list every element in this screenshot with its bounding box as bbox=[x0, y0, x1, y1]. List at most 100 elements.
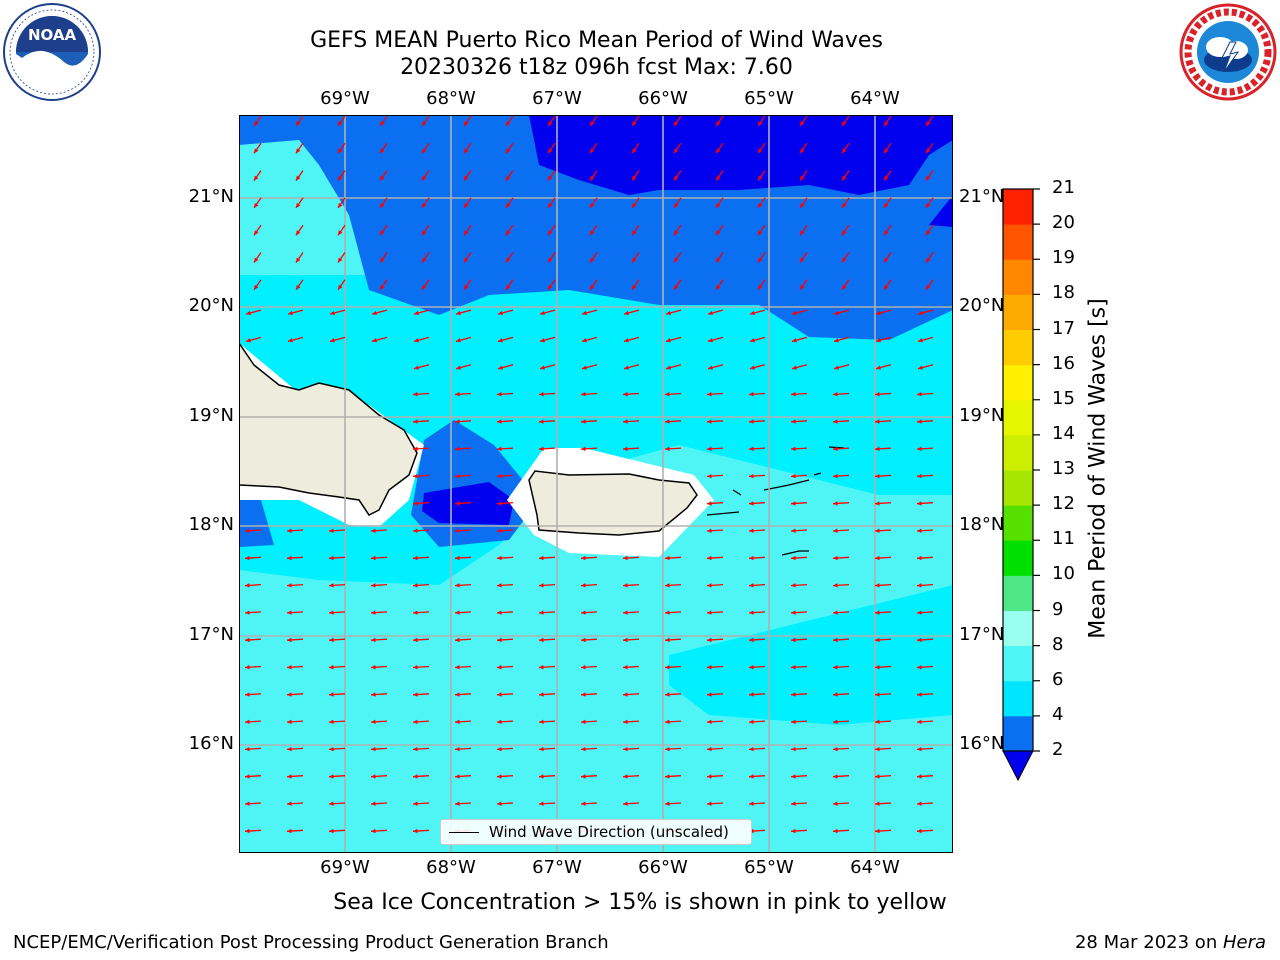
wind-wave-arrowhead bbox=[623, 719, 628, 724]
wind-wave-arrowhead bbox=[707, 528, 712, 533]
colorbar-ticks bbox=[1033, 188, 1040, 752]
wind-wave-arrowhead bbox=[245, 774, 250, 779]
colorbar-tick-label: 18 bbox=[1052, 282, 1075, 304]
wind-wave-arrowhead bbox=[296, 284, 301, 290]
wind-wave-arrowhead bbox=[548, 175, 553, 181]
wind-wave-arrowhead bbox=[372, 310, 377, 316]
colorbar-tick-label: 8 bbox=[1052, 633, 1064, 655]
wind-wave-arrowhead bbox=[581, 583, 586, 588]
wind-wave-arrowhead bbox=[791, 719, 796, 724]
wind-wave-arrowhead bbox=[380, 175, 385, 181]
wind-wave-arrowhead bbox=[380, 284, 385, 290]
wind-wave-arrowhead bbox=[842, 230, 847, 236]
wind-wave-arrowhead bbox=[749, 446, 754, 451]
colorbar-tick-label: 10 bbox=[1052, 563, 1075, 585]
wind-wave-arrowhead bbox=[749, 473, 754, 479]
wind-wave-arrowhead bbox=[254, 202, 259, 208]
wind-wave-arrowhead bbox=[464, 175, 469, 181]
wind-wave-arrowhead bbox=[422, 175, 427, 181]
wind-wave-arrowhead bbox=[296, 202, 301, 208]
colorbar-band bbox=[1003, 505, 1033, 541]
wind-wave-arrowhead bbox=[632, 284, 637, 290]
wind-wave-arrowhead bbox=[917, 665, 922, 670]
wind-wave-arrowhead bbox=[749, 555, 754, 561]
wind-wave-arrowhead bbox=[422, 202, 427, 208]
wind-wave-arrowhead bbox=[632, 202, 637, 208]
wind-wave-arrowhead bbox=[749, 501, 754, 506]
lat-tick-right: 19°N bbox=[959, 405, 1005, 426]
wind-wave-arrowhead bbox=[287, 665, 292, 670]
wind-wave-arrowhead bbox=[539, 583, 544, 588]
map-frame bbox=[239, 115, 953, 853]
wind-wave-arrowhead bbox=[758, 121, 763, 126]
wind-wave-arrowhead bbox=[455, 555, 460, 561]
wind-wave-arrowhead bbox=[707, 392, 712, 397]
wind-wave-arrowhead bbox=[506, 202, 511, 208]
wind-wave-arrowhead bbox=[329, 637, 334, 643]
wind-wave-arrowhead bbox=[582, 310, 587, 316]
wind-wave-arrowhead bbox=[791, 392, 796, 397]
wind-wave-arrowhead bbox=[455, 719, 460, 724]
wind-wave-arrowhead bbox=[590, 121, 595, 126]
wind-wave-arrowhead bbox=[455, 419, 460, 424]
footer-right: 28 Mar 2023 on Hera bbox=[1075, 932, 1266, 953]
wind-wave-arrowhead bbox=[455, 692, 460, 697]
wind-wave-arrowhead bbox=[800, 202, 805, 208]
wind-wave-arrowhead bbox=[926, 175, 931, 181]
wind-wave-arrowhead bbox=[539, 555, 544, 561]
wind-wave-arrowhead bbox=[371, 583, 376, 588]
wind-wave-arrowhead bbox=[455, 392, 460, 397]
wind-wave-arrowhead bbox=[749, 774, 754, 779]
wind-wave-arrowhead bbox=[791, 692, 796, 697]
lon-tick-top: 64°W bbox=[850, 88, 900, 109]
colorbar-tick-label: 14 bbox=[1052, 422, 1075, 444]
wind-wave-arrowhead bbox=[917, 446, 922, 451]
wind-wave-arrowhead bbox=[581, 610, 586, 615]
wind-wave-arrowhead bbox=[287, 528, 292, 533]
wind-wave-arrowhead bbox=[464, 202, 469, 208]
wind-wave-arrowhead bbox=[623, 746, 628, 752]
wind-wave-arrowhead bbox=[539, 446, 544, 451]
wind-wave-arrowhead bbox=[422, 148, 427, 154]
wind-wave-arrowhead bbox=[749, 692, 754, 697]
colorbar-band bbox=[1003, 189, 1033, 225]
wind-wave-arrows bbox=[244, 115, 934, 834]
wind-wave-arrowhead bbox=[926, 257, 931, 263]
wind-wave-arrowhead bbox=[413, 446, 418, 451]
wind-wave-arrowhead bbox=[497, 637, 502, 643]
wind-wave-arrowhead bbox=[590, 148, 595, 154]
wind-wave-arrowhead bbox=[497, 692, 502, 697]
colorbar bbox=[1002, 188, 1040, 782]
lat-tick-right: 20°N bbox=[959, 295, 1005, 316]
wind-wave-arrowhead bbox=[497, 392, 502, 397]
wind-wave-arrowhead bbox=[632, 148, 637, 154]
wind-wave-arrowhead bbox=[414, 310, 419, 316]
wind-wave-arrowhead bbox=[791, 419, 796, 424]
wind-wave-arrowhead bbox=[875, 583, 880, 588]
legend: Wind Wave Direction (unscaled) bbox=[440, 819, 752, 845]
wind-wave-arrowhead bbox=[497, 719, 502, 724]
wind-wave-arrowhead bbox=[884, 148, 889, 154]
land-virgin-islands bbox=[706, 446, 845, 556]
wind-wave-arrowhead bbox=[833, 501, 838, 506]
lat-tick-left: 21°N bbox=[188, 186, 234, 207]
wind-wave-arrowhead bbox=[623, 446, 628, 451]
wind-wave-arrowhead bbox=[917, 774, 922, 779]
wind-wave-arrowhead bbox=[749, 746, 754, 752]
wind-wave-arrowhead bbox=[624, 338, 629, 343]
wind-wave-arrowhead bbox=[833, 719, 838, 724]
wind-wave-arrowhead bbox=[665, 665, 670, 670]
wind-wave-arrowhead bbox=[581, 719, 586, 724]
wind-wave-arrowhead bbox=[665, 637, 670, 643]
wind-wave-arrowhead bbox=[338, 284, 343, 290]
wind-wave-arrowhead bbox=[708, 365, 713, 370]
wind-wave-arrowhead bbox=[590, 257, 595, 263]
wind-wave-arrowhead bbox=[254, 121, 259, 126]
wind-wave-arrowhead bbox=[624, 310, 629, 316]
sea-ice-note: Sea Ice Concentration > 15% is shown in … bbox=[333, 890, 947, 915]
wind-wave-arrowhead bbox=[842, 148, 847, 154]
wind-wave-arrowhead bbox=[833, 665, 838, 670]
wind-wave-arrowhead bbox=[548, 230, 553, 236]
wind-wave-arrowhead bbox=[455, 746, 460, 752]
wind-wave-arrowhead bbox=[926, 148, 931, 154]
